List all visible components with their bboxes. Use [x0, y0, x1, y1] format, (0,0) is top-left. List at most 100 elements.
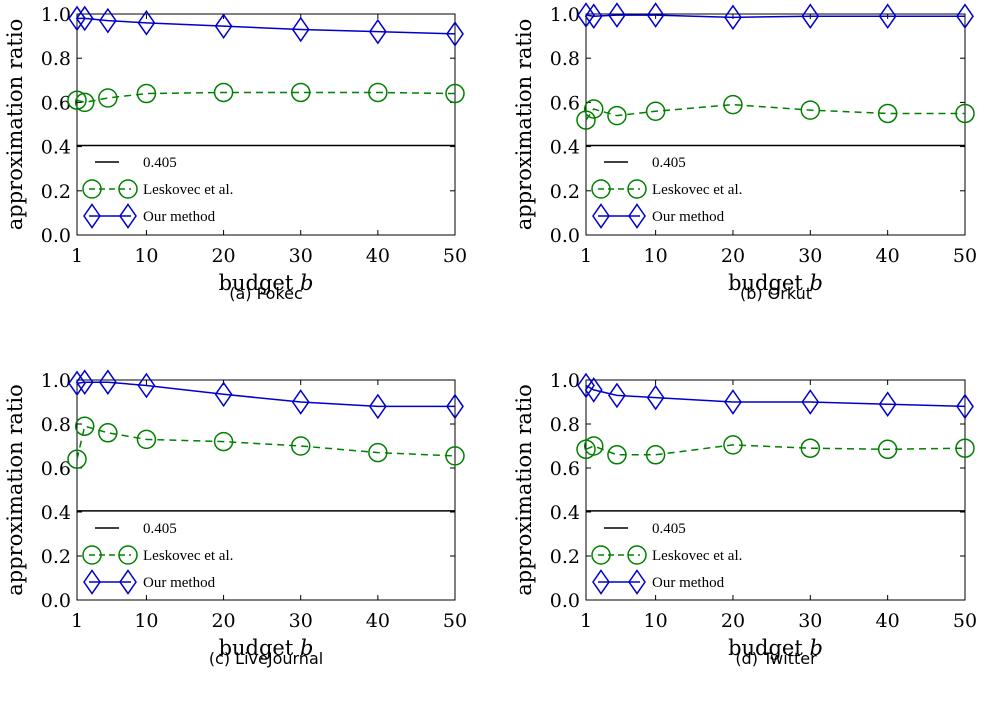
panel-caption: (c) LiveJournal — [209, 649, 323, 668]
data-point — [98, 369, 117, 396]
legend-item: Leskovec et al. — [82, 179, 233, 199]
x-tick-label: 20 — [721, 245, 745, 267]
x-tick-label: 30 — [289, 245, 313, 267]
data-point — [956, 393, 974, 420]
legend-label: 0.405 — [143, 155, 177, 171]
x-tick-label: 50 — [953, 245, 977, 267]
data-point — [577, 2, 595, 28]
legend-marker — [591, 545, 611, 565]
data-point — [214, 13, 233, 39]
data-point — [446, 21, 464, 47]
data-point — [290, 82, 311, 103]
legend-item: 0.405 — [604, 521, 686, 537]
legend-label: 0.405 — [143, 521, 177, 537]
chart-panel-3: 0.0 0.2 0.4 0.6 0.8 1.0 1 10 20 30 40 50 budget b app… — [3, 369, 467, 668]
y-tick-label: 0.4 — [550, 137, 580, 159]
legend-item: Our method — [592, 203, 725, 229]
legend-label: Leskovec et al. — [143, 182, 233, 198]
data-point — [645, 101, 666, 121]
legend-label: 0.405 — [652, 521, 686, 537]
legend-marker — [591, 179, 611, 199]
plot-frame — [76, 13, 456, 236]
data-point — [608, 382, 626, 409]
x-tick-label: 50 — [953, 610, 977, 632]
y-tick-label: 0.2 — [550, 546, 580, 568]
data-point — [724, 389, 742, 415]
panel-caption: (b) Orkut — [740, 284, 812, 303]
data-point — [583, 436, 604, 456]
data-point — [137, 372, 156, 399]
y-tick-label: 0.0 — [550, 225, 580, 247]
series-line — [585, 444, 966, 456]
chart-panel-2: 0.0 0.2 0.4 0.6 0.8 1.0 1 10 20 30 40 50 budget b app… — [512, 2, 977, 303]
x-axis-label: budget b — [219, 271, 314, 295]
series-2 — [68, 5, 464, 47]
plot-frame — [585, 379, 966, 601]
x-tick-label: 10 — [644, 610, 668, 632]
x-tick-label: 20 — [211, 610, 235, 632]
x-tick-label: 50 — [443, 245, 467, 267]
series-1 — [576, 94, 975, 130]
data-point — [446, 393, 464, 420]
data-point — [646, 384, 665, 411]
y-tick-label: 0.0 — [41, 590, 71, 612]
x-tick-label: 30 — [798, 610, 822, 632]
legend-marker — [627, 545, 647, 565]
data-point — [576, 110, 596, 130]
data-point — [583, 99, 604, 119]
legend-marker — [83, 203, 101, 229]
series-1 — [67, 416, 465, 469]
series-line — [76, 425, 456, 460]
series-1 — [67, 82, 465, 113]
y-tick-label: 1.0 — [41, 370, 71, 392]
data-point — [368, 82, 388, 103]
y-tick-label: 1.0 — [41, 4, 71, 26]
data-point — [878, 391, 897, 418]
data-point — [290, 436, 311, 456]
y-tick-label: 0.8 — [550, 48, 580, 70]
y-tick-label: 0.2 — [550, 181, 580, 203]
series-line — [585, 14, 965, 19]
y-tick-label: 0.6 — [41, 92, 71, 114]
x-tick-label: 10 — [134, 610, 158, 632]
legend-marker — [119, 203, 137, 229]
legend-marker — [118, 545, 138, 565]
y-tick-label: 0.8 — [550, 414, 580, 436]
x-tick-label: 40 — [876, 610, 900, 632]
legend-item: Our method — [83, 569, 216, 595]
data-point — [74, 416, 95, 436]
data-point — [136, 429, 157, 450]
legend-marker — [118, 179, 138, 199]
legend-marker — [82, 545, 102, 565]
data-point — [877, 439, 898, 460]
x-tick-label: 10 — [644, 245, 668, 267]
data-point — [368, 393, 387, 420]
data-point — [67, 449, 87, 469]
legend-marker — [82, 179, 102, 199]
chart-panel-4: 0.0 0.2 0.4 0.6 0.8 1.0 1 10 20 30 40 50 budget b app… — [512, 370, 977, 668]
y-tick-label: 0.8 — [41, 48, 71, 70]
data-point — [68, 5, 86, 32]
x-tick-label: 40 — [876, 245, 900, 267]
x-axis-label: budget b — [219, 636, 314, 660]
x-tick-label: 1 — [71, 245, 83, 267]
data-point — [607, 105, 627, 126]
legend-label: Our method — [143, 575, 216, 591]
data-point — [955, 103, 975, 124]
y-tick-label: 0.6 — [550, 458, 580, 480]
y-tick-label: 0.4 — [41, 137, 71, 159]
legend-label: Leskovec et al. — [652, 548, 742, 564]
panel-caption: (d) Twitter — [735, 649, 817, 668]
data-point — [878, 3, 897, 30]
plot-frame — [76, 379, 456, 601]
legend-marker — [592, 203, 610, 229]
data-point — [136, 83, 157, 104]
series-line — [585, 384, 966, 408]
plot-frame — [585, 13, 966, 236]
data-point — [584, 3, 603, 30]
x-axis-label: budget b — [728, 636, 823, 660]
legend: 0.405 Leskovec et al. Our method — [82, 155, 233, 229]
data-point — [98, 7, 117, 34]
data-point — [723, 94, 743, 115]
